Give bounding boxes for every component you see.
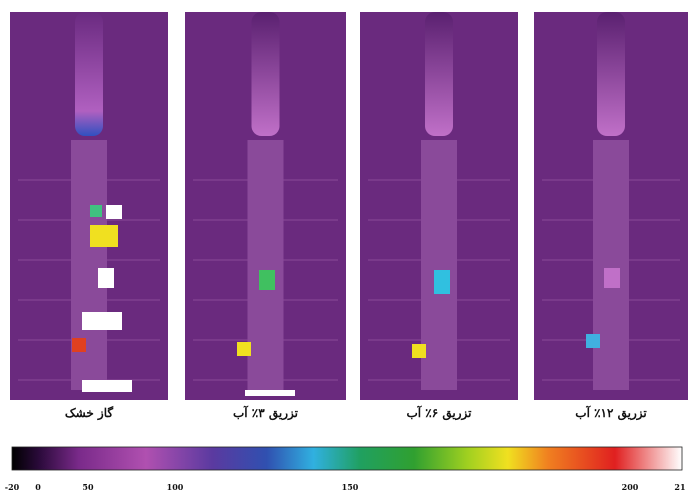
hot-spot (82, 380, 132, 392)
hot-spot (604, 268, 620, 288)
plume (425, 12, 453, 136)
colorbar-tick-label: 21 (674, 482, 685, 492)
thermal-image: تزریق ۶٪ آب (360, 12, 518, 421)
colorbar (12, 447, 682, 470)
colorbar-tick-label: 50 (82, 482, 94, 492)
colorbar-tick-label: 0 (35, 482, 41, 492)
colorbar-tick-label: -20 (5, 482, 20, 492)
hot-spot (237, 342, 251, 356)
thermal-image: تزریق ۳٪ آب (185, 12, 346, 421)
hot-spot (82, 312, 122, 330)
plume (75, 12, 103, 136)
panel-caption: تزریق ۳٪ آب (233, 404, 299, 421)
hot-spot (90, 205, 102, 217)
hot-spot (586, 334, 600, 348)
column (248, 140, 284, 390)
hot-spot (412, 344, 426, 358)
hot-spot (98, 268, 114, 288)
column (71, 140, 107, 390)
colorbar-tick-label: 100 (167, 482, 184, 492)
hot-spot (259, 270, 275, 290)
colorbar-tick-label: 150 (342, 482, 359, 492)
column (593, 140, 629, 390)
column (421, 140, 457, 390)
panel-caption: تزریق ۱۲٪ آب (575, 404, 647, 421)
hot-spot (90, 225, 118, 247)
figure-canvas: گاز خشک تزریق ۳٪ آب تزریق ۶٪ آب تزریق ۱۲٪ آ… (0, 0, 688, 496)
figure: گاز خشک تزریق ۳٪ آب تزریق ۶٪ آب تزریق ۱۲٪ آ… (0, 0, 688, 496)
colorbar-tick-label: 200 (622, 482, 639, 492)
hot-spot (434, 270, 450, 294)
panel-caption: گاز خشک (65, 405, 113, 421)
thermal-image: تزریق ۱۲٪ آب (534, 12, 688, 421)
hot-spot (245, 390, 295, 396)
plume (597, 12, 625, 136)
plume (252, 12, 280, 136)
hot-spot (106, 205, 122, 219)
thermal-image: گاز خشک (10, 12, 168, 421)
panel-caption: تزریق ۶٪ آب (407, 404, 473, 421)
hot-spot (72, 338, 86, 352)
